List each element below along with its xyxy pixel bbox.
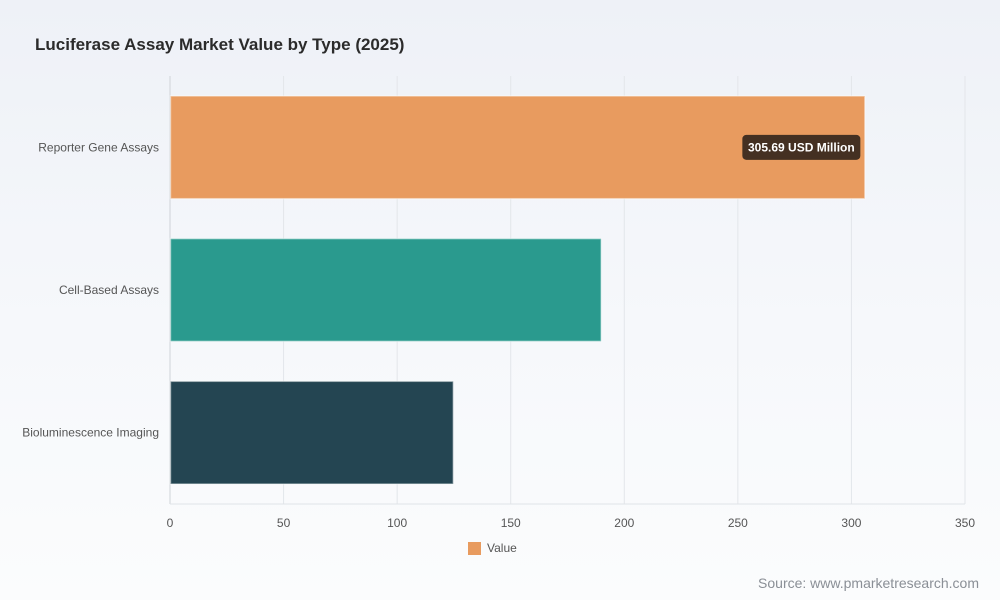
x-tick-label: 300 (841, 516, 861, 530)
chart-title: Luciferase Assay Market Value by Type (2… (35, 35, 405, 54)
tooltip-box (742, 134, 861, 160)
x-tick-label: 0 (167, 516, 174, 530)
x-tick-label: 200 (614, 516, 634, 530)
x-tick-label: 350 (955, 516, 975, 530)
category-label: Cell-Based Assays (59, 283, 159, 297)
x-tick-label: 100 (387, 516, 407, 530)
x-tick-label: 150 (501, 516, 521, 530)
x-tick-label: 250 (728, 516, 748, 530)
bar (169, 237, 602, 343)
category-label: Reporter Gene Assays (38, 140, 159, 154)
legend[interactable]: Value (468, 541, 517, 555)
legend-swatch (468, 541, 481, 555)
tooltip-text: 305.69 USD Million (748, 140, 855, 154)
tooltip: 305.69 USD Million (742, 134, 861, 160)
x-tick-label: 50 (277, 516, 291, 530)
source-note: Source: www.pmarketresearch.com (758, 575, 979, 591)
category-label: Bioluminescence Imaging (22, 426, 159, 440)
legend-label: Value (487, 541, 517, 555)
bar (169, 380, 455, 485)
